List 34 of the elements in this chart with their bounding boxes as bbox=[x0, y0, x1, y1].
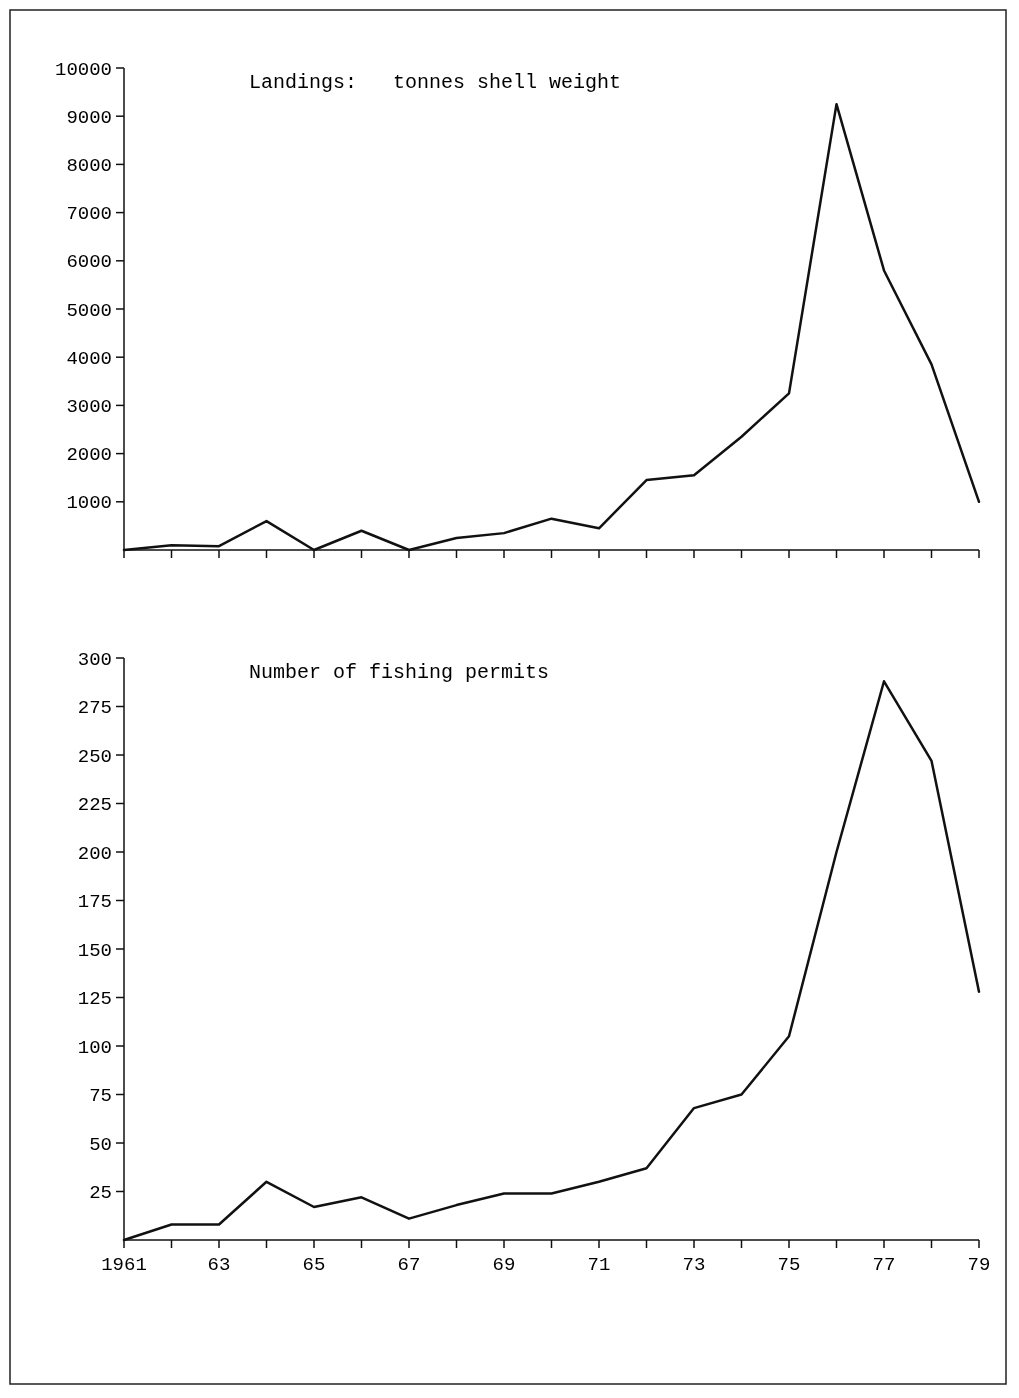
x-tick-label: 71 bbox=[587, 1254, 611, 1276]
x-tick-label: 79 bbox=[967, 1254, 991, 1276]
y-tick-label: 8000 bbox=[66, 155, 112, 178]
x-tick-label: 73 bbox=[682, 1254, 706, 1276]
x-tick-label: 67 bbox=[397, 1254, 421, 1276]
y-tick-label: 2000 bbox=[66, 444, 112, 467]
y-tick-label: 50 bbox=[89, 1133, 112, 1156]
y-tick-label: 125 bbox=[77, 988, 112, 1011]
y-tick-label: 25 bbox=[89, 1182, 112, 1205]
y-tick-label: 75 bbox=[89, 1085, 112, 1108]
y-tick-label: 225 bbox=[77, 794, 112, 817]
y-tick-label: 1000 bbox=[66, 492, 112, 515]
y-tick-label: 100 bbox=[77, 1036, 112, 1059]
y-tick-label: 200 bbox=[77, 842, 112, 865]
x-tick-label: 1961 bbox=[101, 1254, 147, 1276]
y-tick-label: 6000 bbox=[66, 251, 112, 274]
y-tick-label: 3000 bbox=[66, 396, 112, 419]
x-tick-label: 69 bbox=[492, 1254, 516, 1276]
x-tick-label: 75 bbox=[777, 1254, 801, 1276]
y-tick-label: 10000 bbox=[54, 58, 112, 81]
chart-title: Number of fishing permits bbox=[249, 661, 550, 684]
y-tick-label: 300 bbox=[77, 648, 112, 671]
x-tick-label: 77 bbox=[872, 1254, 896, 1276]
y-tick-label: 175 bbox=[77, 891, 112, 914]
y-tick-label: 4000 bbox=[66, 347, 112, 370]
y-tick-label: 275 bbox=[77, 697, 112, 720]
y-tick-label: 9000 bbox=[66, 106, 112, 129]
y-tick-label: 7000 bbox=[66, 203, 112, 226]
y-tick-label: 250 bbox=[77, 745, 112, 768]
x-tick-label: 65 bbox=[302, 1254, 326, 1276]
y-tick-label: 5000 bbox=[66, 299, 112, 322]
x-tick-label: 63 bbox=[207, 1254, 231, 1276]
y-tick-label: 150 bbox=[77, 939, 112, 962]
chart-title: Landings: tonnes shell weight bbox=[249, 71, 622, 94]
